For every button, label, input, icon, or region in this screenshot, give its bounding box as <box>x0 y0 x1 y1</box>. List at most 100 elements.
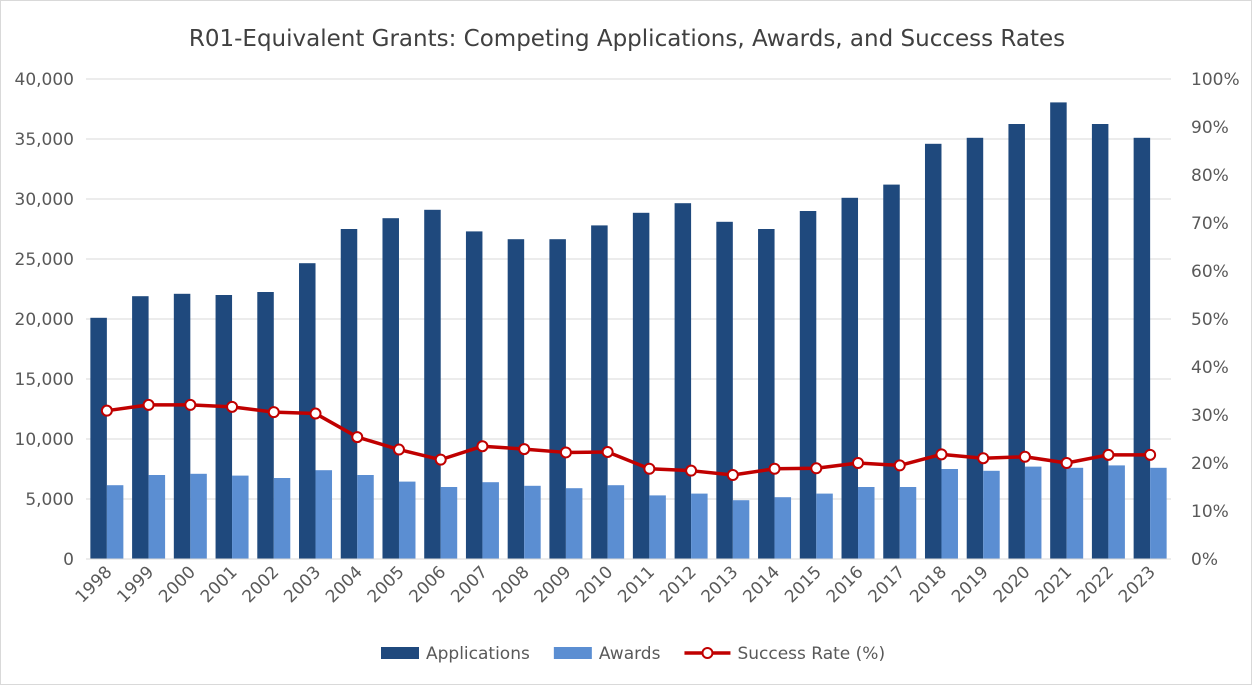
success-rate-point-2016 <box>852 457 865 469</box>
x-tick-label: 2023 <box>1115 562 1160 607</box>
y2-tick-label: 20% <box>1191 454 1229 474</box>
success-rate-point-2013 <box>726 469 739 481</box>
bar-awards-2016 <box>858 487 875 559</box>
bar-awards-2022 <box>1108 465 1125 559</box>
bar-applications-2009 <box>549 239 566 559</box>
x-tick-label: 2002 <box>239 562 284 607</box>
success-rate-point-2023 <box>1144 448 1157 461</box>
bar-awards-1998 <box>106 485 124 559</box>
bar-awards-2000 <box>190 473 207 559</box>
success-rate-point-2017 <box>893 459 906 472</box>
bar-applications-2016 <box>841 197 859 560</box>
bar-awards-2014 <box>774 497 792 559</box>
legend-label: Applications <box>426 644 530 664</box>
y2-tick-label: 70% <box>1191 214 1229 234</box>
x-tick-label: 2001 <box>197 562 242 607</box>
legend-swatch <box>381 647 419 659</box>
bar-applications-2015 <box>799 211 817 559</box>
x-tick-label: 2008 <box>489 562 534 607</box>
x-tick-label: 2003 <box>280 562 325 607</box>
bar-applications-2012 <box>674 203 692 559</box>
bar-applications-2023 <box>1133 137 1151 560</box>
y2-tick-label: 50% <box>1191 310 1229 330</box>
y-tick-label: 5,000 <box>25 490 74 510</box>
bar-applications-2022 <box>1091 124 1109 559</box>
success-rate-point-2000 <box>184 398 197 411</box>
x-tick-label: 1998 <box>72 562 117 607</box>
x-tick-label: 2017 <box>865 562 910 607</box>
success-rate-point-2002 <box>267 406 280 419</box>
legend: Applications Awards Success Rate (%) <box>381 644 885 664</box>
legend-marker <box>701 647 714 659</box>
success-rate-point-2007 <box>476 440 489 453</box>
bar-applications-2018 <box>924 143 942 560</box>
bar-awards-2020 <box>1024 466 1042 559</box>
bar-applications-2010 <box>591 225 608 559</box>
bar-awards-2005 <box>398 481 416 559</box>
bar-awards-2004 <box>357 475 374 559</box>
success-rate-point-2014 <box>768 462 781 475</box>
bar-applications-2000 <box>173 293 191 559</box>
success-rate-line <box>106 403 1151 477</box>
success-rate-point-2005 <box>392 443 405 456</box>
y2-tick-label: 40% <box>1191 358 1229 378</box>
bar-applications-2020 <box>1008 124 1025 559</box>
bar-awards-2003 <box>315 470 333 559</box>
bar-applications-2001 <box>215 295 233 559</box>
y2-tick-label: 10% <box>1191 502 1229 522</box>
success-rate-point-2003 <box>309 407 322 420</box>
bar-applications-2005 <box>382 218 399 559</box>
bar-awards-2017 <box>899 487 917 559</box>
bar-awards-2006 <box>440 487 458 559</box>
bar-awards-1999 <box>148 475 166 559</box>
x-tick-label: 2011 <box>614 562 659 607</box>
y-tick-label: 20,000 <box>15 310 74 330</box>
bar-awards-2008 <box>524 485 541 559</box>
x-tick-label: 2020 <box>990 562 1035 607</box>
bar-applications-1999 <box>132 296 149 559</box>
y2-tick-label: 80% <box>1191 166 1229 186</box>
success-rate-point-2006 <box>434 453 447 466</box>
x-tick-label: 2000 <box>155 562 200 607</box>
success-rate-point-2022 <box>1102 448 1115 461</box>
legend-label: Success Rate (%) <box>737 644 885 664</box>
bar-applications-2019 <box>966 137 984 560</box>
bar-awards-2009 <box>565 488 583 559</box>
success-rate-point-2012 <box>685 464 698 477</box>
x-tick-label: 2014 <box>739 562 784 607</box>
success-rate-point-2009 <box>559 446 572 459</box>
bar-applications-2017 <box>883 184 900 559</box>
x-tick-label: 2013 <box>698 562 743 607</box>
legend-swatch <box>553 647 592 659</box>
success-rate-point-2008 <box>518 443 531 456</box>
bar-awards-2010 <box>607 485 625 559</box>
success-rate-point-1998 <box>100 404 113 417</box>
y2-tick-label: 30% <box>1191 406 1229 426</box>
bar-series <box>90 102 1167 560</box>
success-rate-point-2019 <box>977 452 990 465</box>
success-rate-point-2020 <box>1018 450 1031 463</box>
y2-tick-label: 100% <box>1191 70 1240 90</box>
y-tick-label: 35,000 <box>15 130 74 150</box>
success-rate-point-2015 <box>810 462 823 475</box>
bar-awards-2019 <box>983 470 1000 559</box>
bar-awards-2023 <box>1150 467 1167 559</box>
chart-title: R01-Equivalent Grants: Competing Applica… <box>189 26 1065 52</box>
success-rate-point-2011 <box>643 462 656 475</box>
success-rate-point-1999 <box>142 398 155 411</box>
line-series <box>100 398 1157 481</box>
bar-applications-2014 <box>758 229 775 559</box>
y-tick-label: 15,000 <box>15 370 74 390</box>
y2-tick-label: 90% <box>1191 118 1229 138</box>
bar-awards-2011 <box>649 495 666 559</box>
bar-applications-2002 <box>257 292 274 559</box>
success-rate-point-2004 <box>351 431 364 444</box>
x-tick-label: 2007 <box>447 562 492 607</box>
bar-applications-2013 <box>716 221 733 560</box>
x-tick-label: 2022 <box>1073 562 1118 607</box>
y-tick-label: 40,000 <box>15 70 74 90</box>
legend-label: Awards <box>599 644 661 664</box>
x-tick-label: 1999 <box>113 562 158 607</box>
